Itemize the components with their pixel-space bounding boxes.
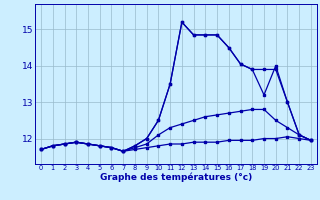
X-axis label: Graphe des températures (°c): Graphe des températures (°c) [100,172,252,182]
